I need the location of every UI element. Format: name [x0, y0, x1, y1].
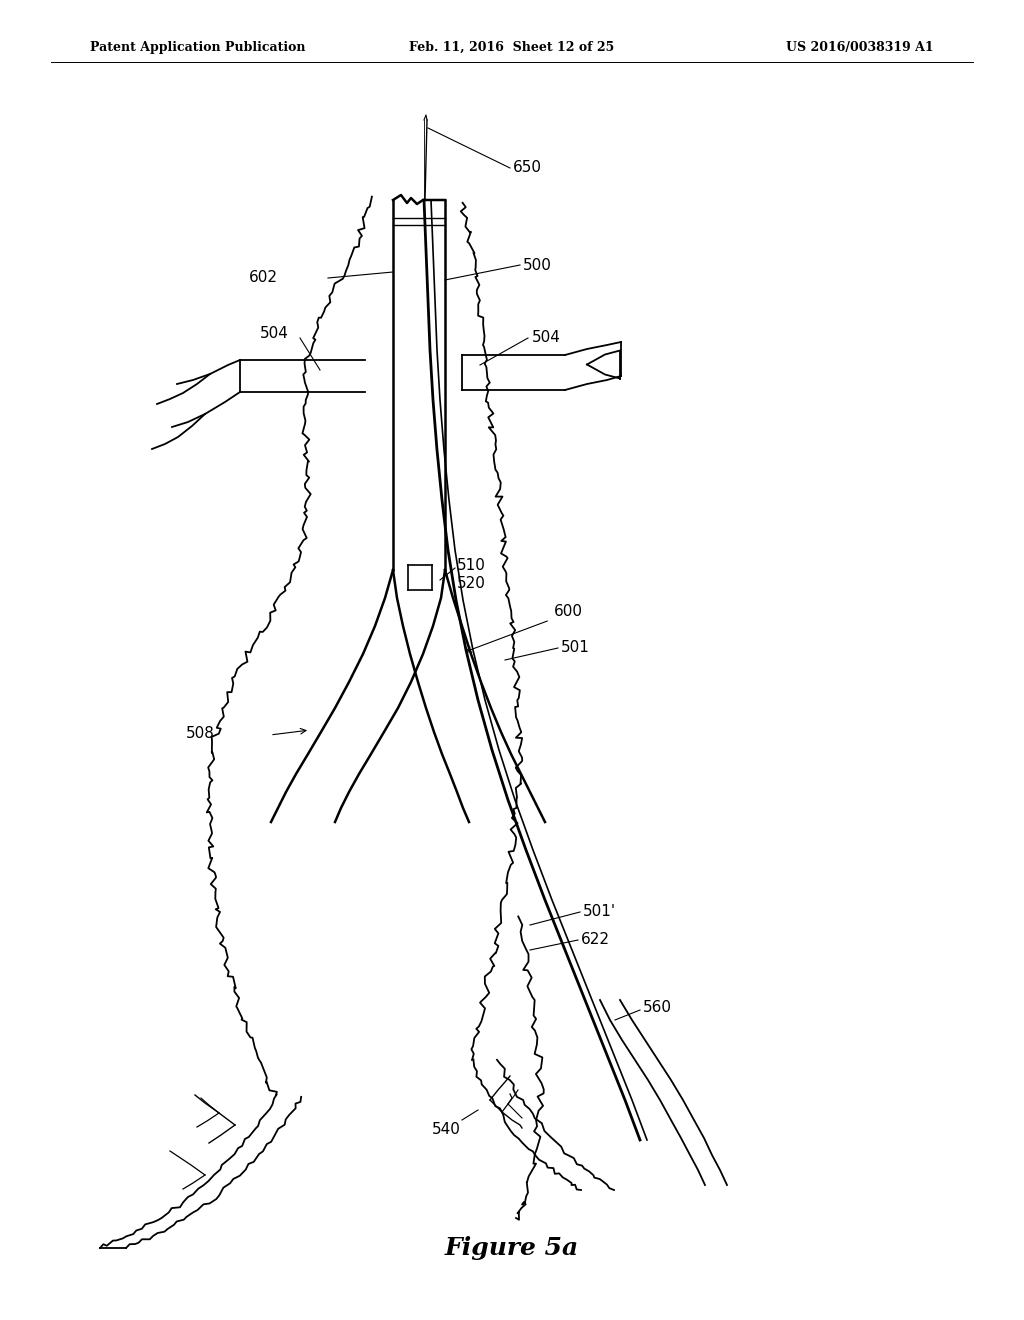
Text: 508: 508 [186, 726, 215, 742]
Text: 540: 540 [432, 1122, 461, 1138]
Text: 520: 520 [457, 576, 485, 590]
Text: Feb. 11, 2016  Sheet 12 of 25: Feb. 11, 2016 Sheet 12 of 25 [410, 41, 614, 54]
Text: 500: 500 [523, 257, 552, 272]
Text: Figure 5a: Figure 5a [444, 1236, 580, 1261]
Text: 501: 501 [561, 640, 590, 656]
Text: 560: 560 [643, 1001, 672, 1015]
Text: US 2016/0038319 A1: US 2016/0038319 A1 [786, 41, 934, 54]
Text: 600: 600 [554, 605, 583, 619]
Text: 501': 501' [583, 904, 616, 920]
Text: 622: 622 [581, 932, 610, 948]
Text: 602: 602 [249, 271, 278, 285]
Text: 510: 510 [457, 557, 485, 573]
Text: Patent Application Publication: Patent Application Publication [90, 41, 305, 54]
Text: 504: 504 [260, 326, 289, 341]
Text: 504: 504 [532, 330, 561, 346]
Text: 650: 650 [513, 161, 542, 176]
